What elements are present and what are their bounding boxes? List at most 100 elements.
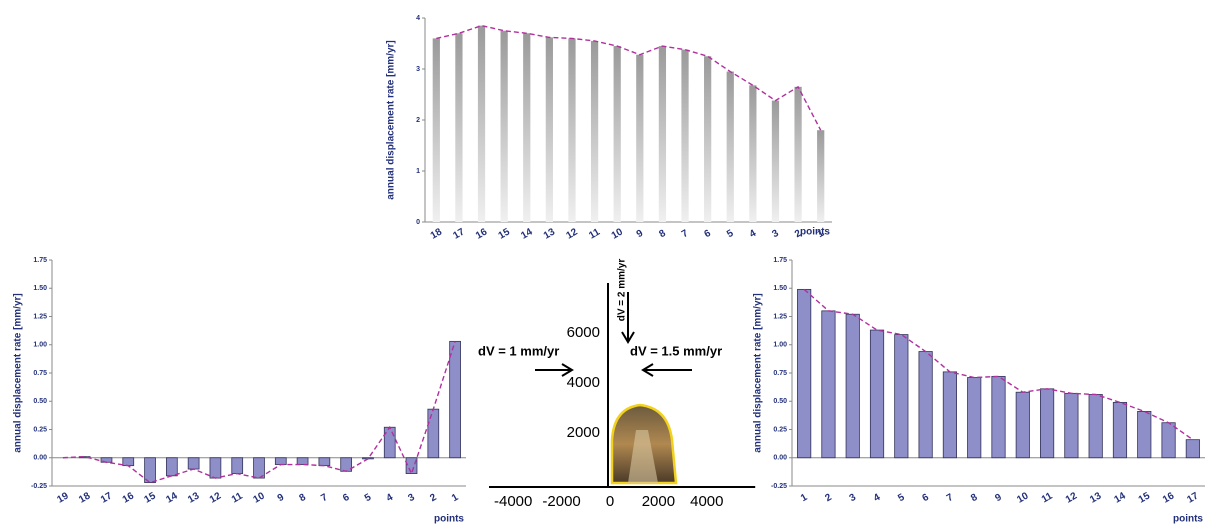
x-tick-label: 9 [993,492,1004,505]
x-tick-label: 6 [341,492,352,505]
bar [918,351,933,459]
bar [477,25,486,223]
y-tick-label: 4 [416,15,420,22]
bar [274,457,287,465]
x-axis-label: points [434,514,464,525]
bar [1040,388,1055,459]
x-tick-label: 2000 [642,493,675,510]
x-tick-label: 17 [99,490,115,505]
x-tick-label: 5 [363,492,374,505]
x-tick-label: 13 [542,226,558,241]
bar [165,457,178,477]
bar [991,375,1006,459]
x-tick-label: 0 [606,493,614,510]
y-axis-label: annual displacement rate [mm/yr] [386,40,397,200]
bar [636,54,644,222]
x-tick-label: 15 [143,490,159,505]
bar [1185,439,1200,459]
bar [1015,391,1030,459]
y-tick-label: 0.00 [773,455,787,462]
x-tick-label: 13 [1088,490,1104,505]
bar [817,130,825,222]
trend-line [436,24,822,131]
y-tick-label: 0.00 [33,455,47,462]
x-tick-label: 4 [385,492,396,505]
bar [869,329,885,459]
x-tick-label: 7 [319,492,330,505]
x-axis-label: points [1173,514,1203,525]
x-tick-label: 5 [725,228,736,241]
bar [1112,401,1128,459]
bar [771,100,780,222]
bar [340,457,353,472]
bar [658,46,667,222]
x-tick-label: 3 [406,492,417,505]
bar [545,37,553,222]
x-tick-label: -4000 [494,493,532,510]
x-tick-label: 3 [848,492,859,505]
y-axis-label: annual displacement rate [mm/yr] [753,293,764,453]
x-tick-label: 4 [748,228,759,241]
bar [209,457,222,479]
bar [590,40,599,223]
y-tick-label: 1.50 [773,285,787,292]
x-tick-label: 10 [1015,490,1031,505]
x-tick-label: 8 [969,492,980,505]
x-tick-label: 6 [921,492,932,505]
x-tick-label: 16 [1161,490,1177,505]
bar [383,426,396,459]
x-axis-label: points [800,227,830,238]
y-tick-label: 1.75 [773,257,787,264]
x-tick-label: 4000 [690,493,723,510]
y-tick-label: 1 [416,168,420,175]
bar [613,46,621,222]
y-tick-label: 1.50 [33,285,47,292]
y-tick-label: 0.75 [33,370,47,377]
y-tick-label: 0 [416,219,420,226]
x-tick-label: 14 [519,226,535,241]
x-tick-label: 14 [1112,490,1128,505]
y-tick-label: 1.00 [33,342,47,349]
y-tick-label: 4000 [567,374,600,391]
bar [449,340,461,459]
x-tick-label: 15 [497,226,513,241]
x-tick-label: 12 [1064,490,1080,505]
x-tick-label: 10 [610,226,626,241]
x-tick-label: 2 [428,492,439,505]
x-tick-label: 16 [474,226,490,241]
tunnel-photo [610,403,678,485]
x-tick-label: 12 [564,226,580,241]
bar [455,33,463,222]
x-tick-label: 3 [770,228,781,241]
x-tick-label: 18 [429,226,445,241]
x-tick-label: 10 [252,490,268,505]
y-tick-label: 0.50 [773,398,787,405]
x-tick-label: 4 [872,492,883,505]
bar [704,56,712,222]
bar [749,85,757,222]
x-tick-label: 7 [680,228,691,241]
bar [187,457,200,470]
y-tick-label: 3 [416,66,420,73]
x-tick-label: 15 [1137,490,1153,505]
x-tick-label: 17 [1185,490,1201,505]
bar [821,310,836,459]
x-tick-label: 11 [230,490,245,505]
bar [523,33,531,222]
bar [122,457,135,467]
bar [967,377,982,459]
x-tick-label: 1 [816,228,827,241]
bar [432,38,440,223]
x-tick-label: 6 [703,228,714,241]
x-tick-label: 1 [799,492,810,505]
x-tick-label: 11 [587,226,602,241]
x-tick-label: -2000 [542,493,580,510]
y-tick-label: -0.25 [31,483,47,490]
y-tick-label: 0.50 [33,398,47,405]
x-tick-label: 8 [657,228,668,241]
y-tick-label: 2000 [567,424,600,441]
y-tick-label: 1.25 [773,313,787,320]
x-tick-label: 1 [450,492,461,505]
bar [318,457,331,467]
bar [794,86,802,222]
